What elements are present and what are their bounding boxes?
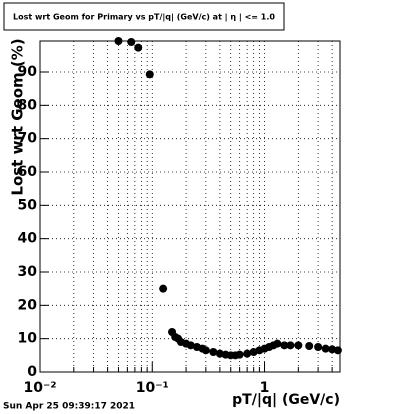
y-tick-label: 30 <box>18 264 38 280</box>
data-point <box>286 341 295 350</box>
y-tick-label: 40 <box>18 231 38 247</box>
data-point <box>186 341 195 350</box>
y-tick-label: 90 <box>18 64 38 80</box>
y-tick-label: 70 <box>18 131 38 147</box>
data-point <box>314 343 323 351</box>
chart-title: Lost wrt Geom for Primary vs pT/|q| (GeV… <box>13 13 275 22</box>
data-point <box>321 344 330 353</box>
data-point <box>305 342 314 350</box>
plot-frame <box>39 40 341 373</box>
data-point <box>280 341 289 350</box>
y-tick-label: 10 <box>18 331 38 347</box>
data-point <box>243 349 252 358</box>
data-point <box>294 341 303 350</box>
data-point <box>159 284 168 293</box>
footer: Sun Apr 25 09:39:17 2021 <box>3 402 135 412</box>
data-point <box>333 346 342 355</box>
y-tick-label: 50 <box>18 197 38 213</box>
data-point <box>114 37 123 45</box>
title-box <box>3 2 285 31</box>
data-point <box>201 346 210 355</box>
y-tick-label: 60 <box>18 164 38 180</box>
y-axis-label: Lost wrt Geom (%) <box>9 38 27 195</box>
x-tick-label: 10⁻¹ <box>136 380 169 396</box>
data-point <box>127 38 136 46</box>
data-point <box>235 350 244 359</box>
data-point <box>145 70 154 79</box>
y-tick-label: 0 <box>27 364 37 380</box>
x-tick-label: 10⁻² <box>23 380 56 396</box>
data-point <box>273 339 282 348</box>
data-point <box>134 43 143 52</box>
y-tick-label: 80 <box>18 97 38 113</box>
y-tick-label: 20 <box>18 297 38 313</box>
x-tick-label: 1 <box>260 380 270 396</box>
data-point <box>209 348 218 356</box>
x-axis-label: pT/|q| (GeV/c) <box>232 392 340 408</box>
